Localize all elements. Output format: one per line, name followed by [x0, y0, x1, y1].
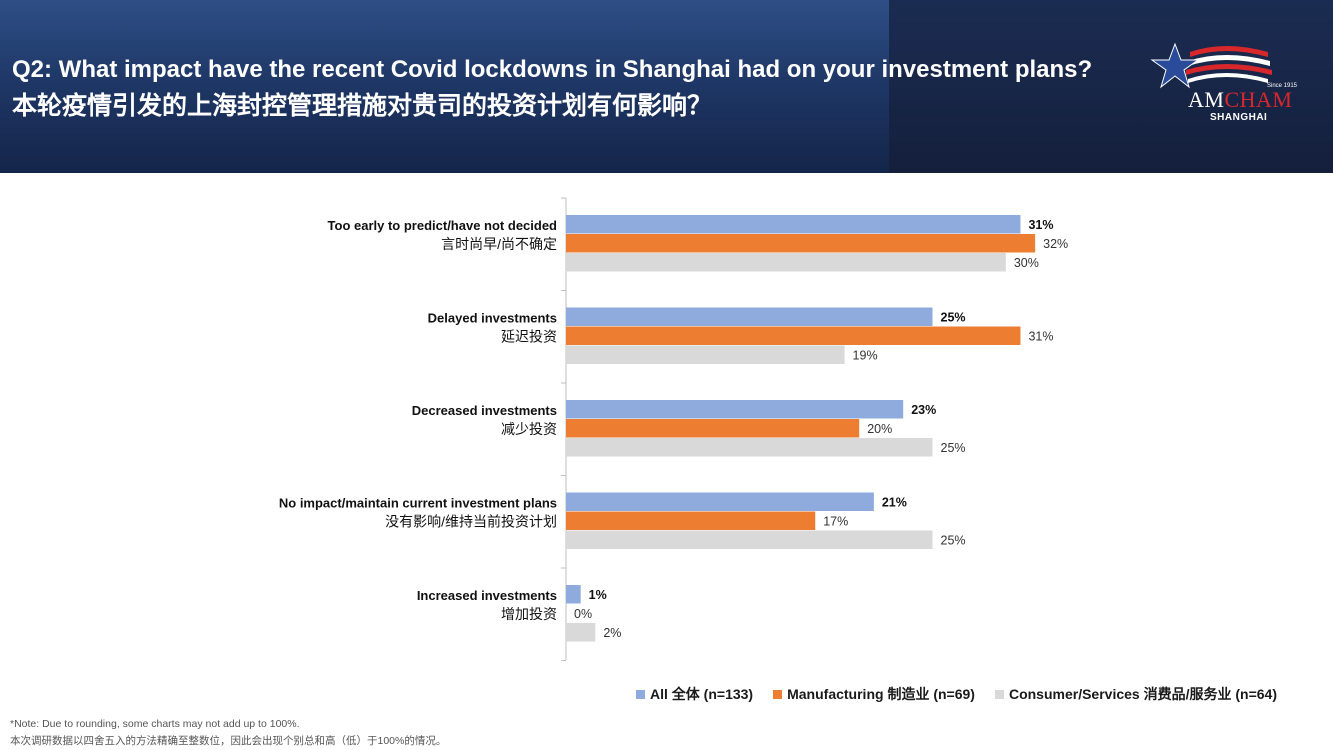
data-label: 0%	[574, 607, 592, 621]
page-title-en: Q2: What impact have the recent Covid lo…	[12, 56, 1093, 83]
chart-legend: All 全体 (n=133) Manufacturing 制造业 (n=69) …	[636, 684, 1277, 704]
header-banner: Q2: What impact have the recent Covid lo…	[0, 0, 1333, 173]
logo-wordmark-am: AM	[1188, 87, 1225, 112]
legend-item-all: All 全体 (n=133)	[636, 684, 753, 704]
data-label: 31%	[1028, 329, 1053, 343]
data-label: 19%	[853, 348, 878, 362]
data-label: 1%	[589, 588, 607, 602]
bar	[566, 307, 933, 326]
bar	[566, 492, 874, 511]
bar	[566, 438, 933, 457]
logo-wordmark-cham: CHAM	[1224, 87, 1293, 112]
category-label-zh: 没有影响/维持当前投资计划	[385, 514, 557, 530]
data-label: 32%	[1043, 237, 1068, 251]
page-title-zh: 本轮疫情引发的上海封控管理措施对贵司的投资计划有何影响？	[12, 92, 713, 120]
bar	[566, 530, 933, 549]
footnote-en: *Note: Due to rounding, some charts may …	[10, 718, 300, 730]
data-label: 2%	[603, 626, 621, 640]
data-label: 21%	[882, 495, 907, 509]
legend-label-all: All 全体 (n=133)	[650, 686, 754, 702]
flag-star-icon	[1150, 42, 1272, 89]
bar	[566, 623, 596, 642]
logo-city-text: SHANGHAI	[1210, 112, 1268, 123]
data-label: 25%	[941, 533, 966, 547]
bar	[566, 585, 581, 604]
legend-swatch-all	[636, 689, 646, 699]
data-label: 31%	[1028, 218, 1053, 232]
category-label-en: No impact/maintain current investment pl…	[279, 496, 557, 511]
logo-wordmark: AMCHAM	[1188, 87, 1292, 113]
data-label: 20%	[867, 422, 892, 436]
footnote-zh: 本次调研数据以四舍五入的方法精确至整数位，因此会出现个别总和高（低）于100%的…	[10, 735, 447, 747]
legend-label-consumer-services: Consumer/Services 消费品/服务业 (n=64)	[1008, 686, 1277, 702]
legend-label-manufacturing: Manufacturing 制造业 (n=69)	[787, 686, 975, 702]
category-label-en: Increased investments	[417, 588, 557, 603]
data-label: 23%	[911, 403, 936, 417]
logo-since-text: Since 1915	[1267, 83, 1298, 89]
category-label-zh: 延迟投资	[501, 329, 557, 345]
legend-swatch-manufacturing	[773, 689, 783, 699]
bar	[566, 400, 904, 419]
amcham-logo: Since 1915 AMCHAM SHANGHAI	[1150, 38, 1300, 128]
bar	[566, 419, 860, 438]
bar	[566, 234, 1036, 253]
bar	[566, 345, 845, 364]
legend-swatch-consumer-services	[994, 689, 1004, 699]
bar	[566, 215, 1021, 234]
legend-item-consumer-services: Consumer/Services 消费品/服务业 (n=64)	[994, 684, 1277, 704]
category-label-zh: 增加投资	[501, 606, 557, 622]
data-label: 25%	[941, 441, 966, 455]
header-right-panel	[889, 0, 1333, 173]
legend-item-manufacturing: Manufacturing 制造业 (n=69)	[773, 684, 975, 704]
category-label-en: Too early to predict/have not decided	[328, 218, 558, 233]
bar	[566, 326, 1021, 345]
data-label: 17%	[823, 514, 848, 528]
bar	[566, 253, 1006, 272]
category-label-en: Delayed investments	[428, 311, 557, 326]
data-label: 25%	[941, 310, 966, 324]
bar	[566, 511, 816, 530]
category-label-en: Decreased investments	[412, 403, 557, 418]
category-label-zh: 言时尚早/尚不确定	[441, 236, 557, 252]
data-label: 30%	[1014, 256, 1039, 270]
category-label-zh: 减少投资	[501, 421, 557, 437]
bar-chart: Too early to predict/have not decided 言时尚…	[279, 197, 1068, 661]
